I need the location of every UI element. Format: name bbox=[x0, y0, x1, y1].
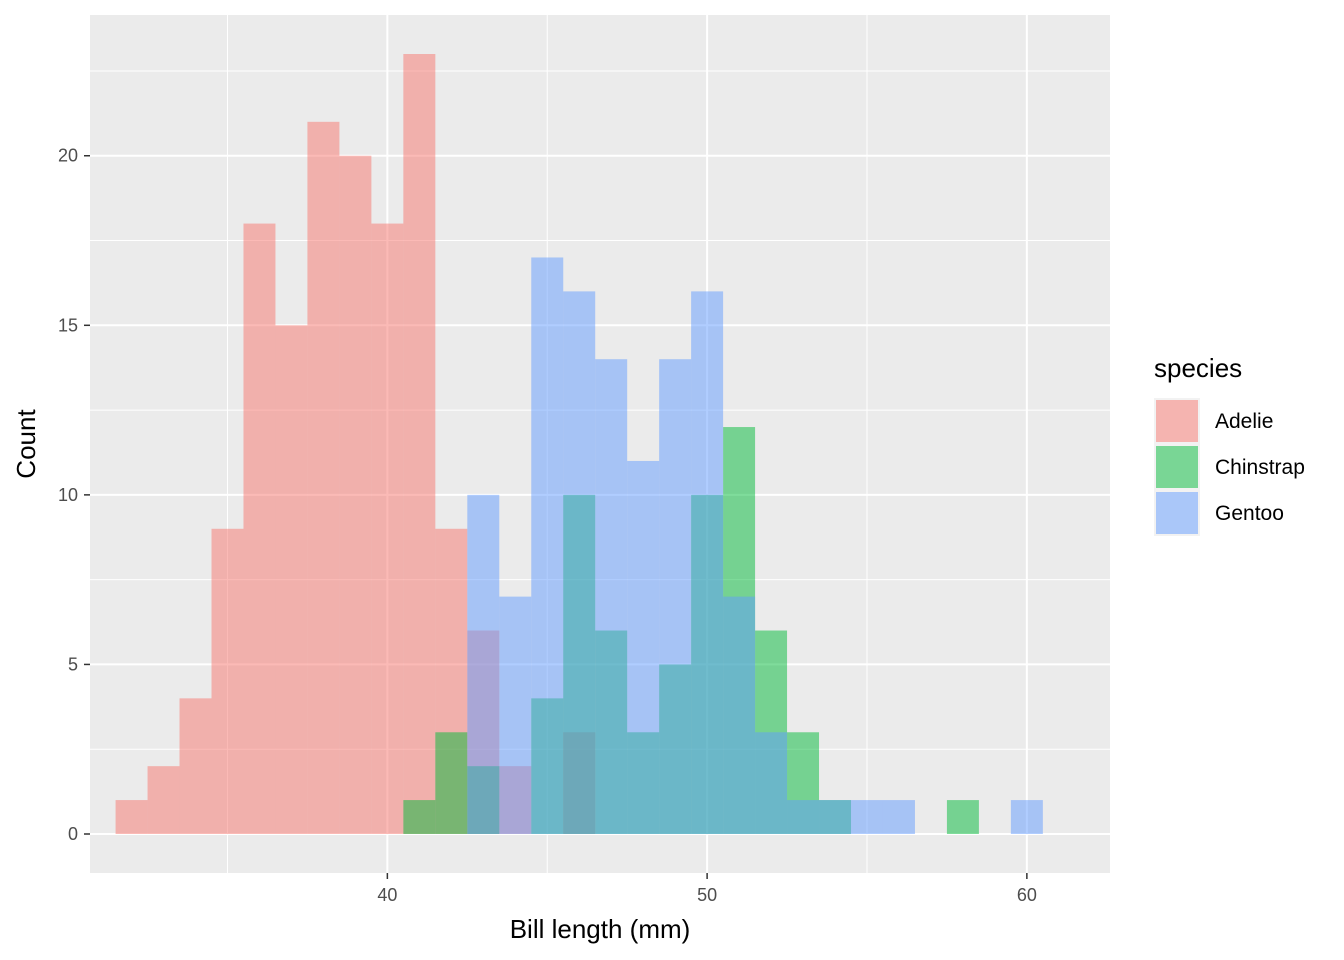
bar-gentoo bbox=[691, 291, 724, 834]
bar-chinstrap bbox=[946, 800, 979, 834]
legend-title: species bbox=[1154, 353, 1242, 383]
bar-chinstrap bbox=[435, 732, 468, 834]
x-tick-label: 60 bbox=[1017, 885, 1037, 905]
legend-label: Adelie bbox=[1215, 410, 1273, 433]
legend-swatch bbox=[1156, 446, 1198, 488]
y-tick-label: 15 bbox=[58, 315, 78, 335]
y-tick-label: 10 bbox=[58, 485, 78, 505]
bar-adelie bbox=[147, 766, 180, 834]
legend-item-gentoo: Gentoo bbox=[1154, 490, 1284, 536]
bar-gentoo bbox=[595, 359, 628, 834]
legend-item-chinstrap: Chinstrap bbox=[1154, 444, 1305, 490]
bar-adelie bbox=[403, 54, 436, 834]
bar-adelie bbox=[115, 800, 148, 834]
bar-gentoo bbox=[787, 800, 820, 834]
bar-gentoo bbox=[627, 460, 660, 834]
y-tick-label: 5 bbox=[68, 654, 78, 674]
bar-adelie bbox=[179, 698, 212, 834]
legend: species Adelie Chinstrap Gentoo bbox=[1154, 353, 1305, 536]
bar-gentoo bbox=[723, 596, 756, 834]
bar-gentoo bbox=[659, 359, 692, 834]
histogram-bars bbox=[115, 54, 1043, 835]
y-tick-label: 20 bbox=[58, 146, 78, 166]
bar-gentoo bbox=[755, 732, 788, 834]
y-axis: 0 5 10 15 20 bbox=[58, 146, 90, 844]
legend-swatch bbox=[1156, 492, 1198, 534]
bar-gentoo bbox=[499, 596, 532, 834]
bar-adelie bbox=[307, 121, 340, 834]
legend-label: Gentoo bbox=[1215, 502, 1284, 525]
bar-adelie bbox=[339, 155, 372, 834]
x-axis: 40 50 60 bbox=[377, 873, 1037, 905]
bar-chinstrap bbox=[403, 800, 436, 834]
legend-item-adelie: Adelie bbox=[1154, 398, 1273, 444]
bar-adelie bbox=[243, 223, 276, 835]
y-axis-title: Count bbox=[11, 409, 41, 479]
legend-swatch bbox=[1156, 400, 1198, 442]
bar-gentoo bbox=[531, 257, 564, 834]
bar-gentoo bbox=[819, 800, 852, 834]
series-gentoo bbox=[467, 257, 1043, 834]
bar-gentoo bbox=[1010, 800, 1043, 834]
x-tick-label: 50 bbox=[697, 885, 717, 905]
bar-adelie bbox=[275, 325, 308, 834]
bar-adelie bbox=[211, 528, 244, 834]
x-axis-title: Bill length (mm) bbox=[510, 914, 691, 944]
bar-gentoo bbox=[467, 494, 500, 834]
bar-gentoo bbox=[882, 800, 915, 834]
x-tick-label: 40 bbox=[377, 885, 397, 905]
legend-label: Chinstrap bbox=[1215, 456, 1305, 479]
bar-gentoo bbox=[563, 291, 596, 834]
y-tick-label: 0 bbox=[68, 824, 78, 844]
bar-adelie bbox=[371, 223, 404, 835]
bar-gentoo bbox=[851, 800, 883, 834]
